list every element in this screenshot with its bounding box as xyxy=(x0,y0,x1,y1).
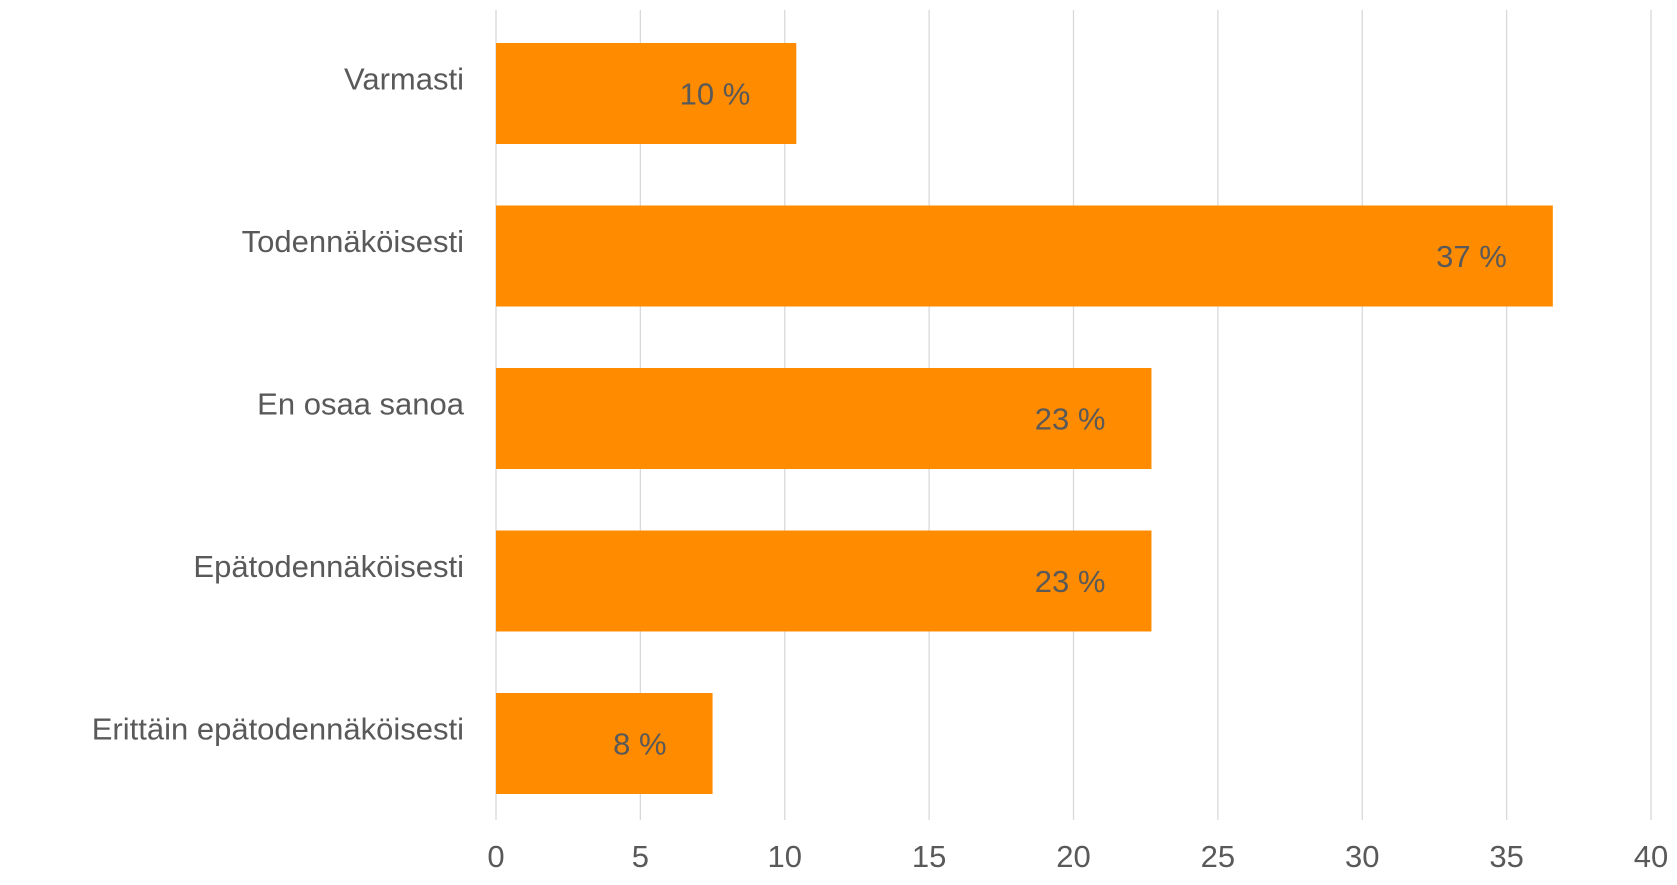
bar-4 xyxy=(496,693,713,794)
category-labels: Varmasti Todennäköisesti En osaa sanoa Epät… xyxy=(92,62,465,747)
data-label-4: 8 % xyxy=(613,727,666,762)
category-label-0: Varmasti xyxy=(344,62,464,97)
x-tick-label: 0 xyxy=(487,839,504,874)
data-label-1: 37 % xyxy=(1436,239,1507,274)
data-label-0: 10 % xyxy=(680,77,751,112)
x-tick-labels: 0 5 10 15 20 25 30 35 40 xyxy=(487,839,1668,874)
x-tick-label: 10 xyxy=(768,839,802,874)
x-tick-label: 20 xyxy=(1056,839,1090,874)
x-tick-label: 40 xyxy=(1634,839,1668,874)
x-tick-label: 35 xyxy=(1489,839,1523,874)
bar-0 xyxy=(496,43,797,144)
category-label-3: Epätodennäköisesti xyxy=(193,549,464,584)
category-label-4: Erittäin epätodennäköisesti xyxy=(92,712,464,747)
data-label-3: 23 % xyxy=(1035,564,1106,599)
bars xyxy=(496,43,1553,794)
bar-2 xyxy=(496,368,1152,469)
x-tick-label: 5 xyxy=(632,839,649,874)
x-tick-label: 15 xyxy=(912,839,946,874)
category-label-2: En osaa sanoa xyxy=(257,387,465,422)
data-labels: 10 % 37 % 23 % 23 % 8 % xyxy=(613,77,1507,762)
x-tick-label: 30 xyxy=(1345,839,1379,874)
bar-1 xyxy=(496,205,1553,307)
data-label-2: 23 % xyxy=(1035,402,1106,437)
bar-3 xyxy=(496,530,1152,632)
x-tick-label: 25 xyxy=(1201,839,1235,874)
category-label-1: Todennäköisesti xyxy=(242,224,464,259)
